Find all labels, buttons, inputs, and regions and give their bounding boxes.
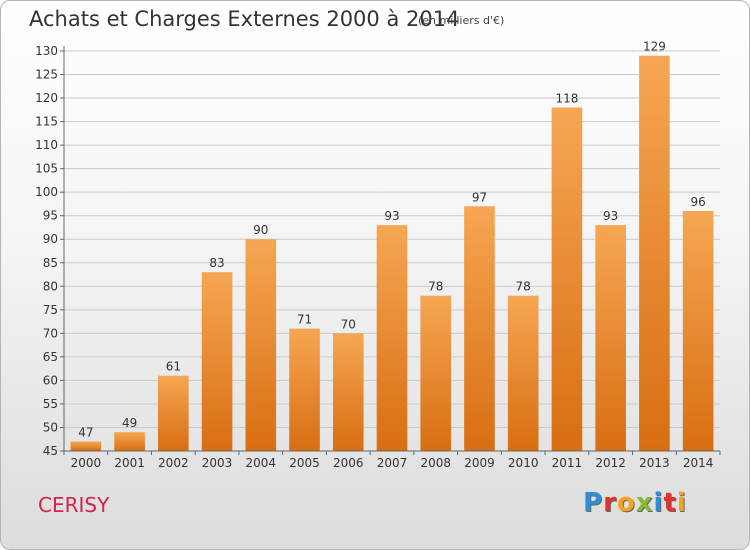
bar	[551, 107, 583, 452]
y-tick-label: 65	[43, 350, 58, 364]
bar	[114, 432, 145, 451]
x-tick-label: 2003	[202, 456, 233, 470]
bar-value-label: 93	[384, 209, 399, 223]
bar	[464, 206, 495, 451]
bar	[158, 375, 189, 451]
x-tick-label: 2012	[595, 456, 626, 470]
y-tick-label: 55	[43, 397, 58, 411]
chart-title: Achats et Charges Externes 2000 à 2014	[29, 7, 460, 31]
commune-name: CERISY	[38, 493, 110, 517]
x-tick-label: 2009	[464, 456, 495, 470]
x-tick-label: 2004	[246, 456, 277, 470]
bar	[639, 55, 670, 452]
bar	[682, 211, 714, 451]
logo-letter: o	[616, 488, 636, 518]
bar	[595, 225, 626, 451]
x-tick-label: 2011	[552, 456, 583, 470]
y-tick-label: 100	[35, 185, 58, 199]
logo-letter: r	[603, 488, 617, 518]
bar	[289, 328, 320, 451]
x-tick-label: 2001	[114, 456, 145, 470]
x-tick-label: 2002	[158, 456, 189, 470]
x-tick-label: 2014	[683, 456, 714, 470]
y-tick-label: 110	[35, 138, 58, 152]
bar	[332, 333, 364, 451]
bar	[376, 225, 408, 451]
y-tick-label: 90	[43, 232, 58, 246]
y-tick-label: 75	[43, 303, 58, 317]
x-tick-label: 2000	[71, 456, 102, 470]
bar-value-label: 61	[166, 360, 181, 374]
bar-value-label: 118	[555, 91, 578, 105]
x-tick-label: 2005	[289, 456, 320, 470]
chart-unit: (en milliers d'€)	[418, 14, 505, 27]
bar-value-label: 78	[516, 280, 531, 294]
y-tick-label: 125	[35, 68, 58, 82]
bar-value-label: 47	[78, 426, 93, 440]
bar-value-label: 93	[603, 209, 618, 223]
bar	[201, 272, 233, 451]
logo-letter: i	[676, 488, 687, 518]
y-tick-label: 45	[43, 444, 58, 458]
x-tick-label: 2007	[377, 456, 408, 470]
y-tick-label: 80	[43, 279, 58, 293]
x-tick-label: 2006	[333, 456, 364, 470]
y-tick-label: 130	[35, 44, 58, 58]
bar-value-label: 83	[209, 256, 224, 270]
x-tick-label: 2013	[639, 456, 670, 470]
x-tick-label: 2008	[420, 456, 451, 470]
proxiti-logo: Proxiti	[583, 488, 687, 518]
logo-letter: t	[663, 488, 677, 518]
bar-value-label: 71	[297, 313, 312, 327]
bars: 47 49 61 83 90 71 70 93 78 97 78 118 93 129 96	[70, 40, 714, 452]
y-tick-label: 120	[35, 91, 58, 105]
y-tick-label: 115	[35, 115, 58, 129]
logo-letter: P	[583, 488, 604, 518]
bar-value-label: 70	[341, 317, 356, 331]
bar-value-label: 97	[472, 190, 487, 204]
bar-value-label: 129	[643, 40, 666, 54]
bar	[70, 441, 102, 451]
bar-value-label: 78	[428, 280, 443, 294]
bar	[420, 295, 452, 451]
y-tick-label: 50	[43, 420, 58, 434]
x-tick-label: 2010	[508, 456, 539, 470]
logo-letter: i	[653, 488, 664, 518]
y-tick-label: 95	[43, 209, 58, 223]
bar	[507, 295, 539, 451]
bar-value-label: 96	[690, 195, 705, 209]
y-tick-label: 85	[43, 256, 58, 270]
y-tick-label: 70	[43, 326, 58, 340]
logo-letter: x	[635, 488, 654, 518]
bar-value-label: 49	[122, 416, 137, 430]
y-tick-label: 60	[43, 373, 58, 387]
bar-value-label: 90	[253, 223, 268, 237]
y-tick-label: 105	[35, 162, 58, 176]
axes: 45 50 55 60 65 70 75 80 85 90 95 100 105 110 115 120 125…	[35, 44, 721, 470]
bar	[245, 239, 277, 451]
